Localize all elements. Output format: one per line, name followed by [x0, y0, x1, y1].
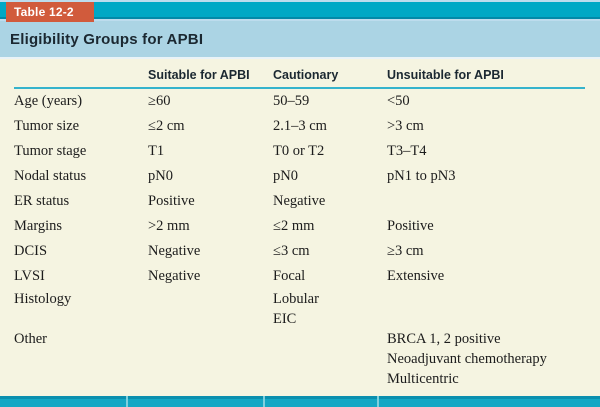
- cautionary-cell: pN0: [273, 168, 298, 184]
- cell-line: Multicentric: [387, 371, 459, 387]
- cell-line: Histology: [14, 291, 72, 307]
- table-row: DCIS Negative ≤3 cm ≥3 cm: [14, 239, 585, 264]
- table-row: Age (years) ≥60 50–59 <50: [14, 89, 585, 114]
- header-row-label-cell: [14, 63, 148, 87]
- table-row: Nodal status pN0 pN0 pN1 to pN3: [14, 164, 585, 189]
- row-label-cell: Tumor stage: [14, 143, 87, 159]
- suitable-cell: [148, 289, 273, 329]
- table-number-tab: Table 12-2: [6, 2, 94, 22]
- header-cautionary: Cautionary: [273, 68, 339, 82]
- table-row: Histology Lobular EIC: [14, 289, 585, 329]
- cell-line: Lobular: [273, 291, 319, 307]
- row-label-cell: DCIS: [14, 243, 48, 259]
- suitable-cell: [148, 329, 273, 389]
- table-title: Eligibility Groups for APBI: [10, 30, 204, 48]
- unsuitable-cell: Extensive: [387, 268, 445, 284]
- suitable-cell: Negative: [148, 243, 201, 259]
- eligibility-table: Suitable for APBI Cautionary Unsuitable …: [14, 63, 585, 389]
- header-unsuitable: Unsuitable for APBI: [387, 68, 504, 82]
- cautionary-cell: Lobular EIC: [273, 289, 387, 329]
- unsuitable-cell: [387, 189, 585, 214]
- unsuitable-cell: Positive: [387, 218, 434, 234]
- row-label-cell: Tumor size: [14, 118, 80, 134]
- bottom-bar-divider: [263, 396, 265, 407]
- suitable-cell: Positive: [148, 193, 195, 209]
- unsuitable-cell: ≥3 cm: [387, 243, 424, 259]
- header-suitable: Suitable for APBI: [148, 68, 250, 82]
- title-band: Eligibility Groups for APBI: [0, 21, 600, 59]
- bottom-accent-bar: [0, 396, 600, 407]
- row-label-cell: Other: [14, 329, 148, 389]
- table-body: Age (years) ≥60 50–59 <50 Tumor size ≤2 cm 2.1…: [14, 89, 585, 389]
- cautionary-cell: 2.1–3 cm: [273, 118, 327, 134]
- suitable-cell: Negative: [148, 268, 201, 284]
- row-label-cell: Nodal status: [14, 168, 87, 184]
- cautionary-cell: Negative: [273, 193, 326, 209]
- cautionary-cell: ≤2 mm: [273, 218, 315, 234]
- figure-top-strip: Table 12-2: [0, 0, 600, 22]
- unsuitable-cell: >3 cm: [387, 118, 424, 134]
- table-row: Margins >2 mm ≤2 mm Positive: [14, 214, 585, 239]
- table-row: Other BRCA 1, 2 positive Neoadjuvant chemo…: [14, 329, 585, 389]
- unsuitable-cell: pN1 to pN3: [387, 168, 456, 184]
- table-row: Tumor size ≤2 cm 2.1–3 cm >3 cm: [14, 114, 585, 139]
- suitable-cell: pN0: [148, 168, 173, 184]
- bottom-bar-divider: [377, 396, 379, 407]
- cell-line: Neoadjuvant chemotherapy: [387, 351, 547, 367]
- unsuitable-cell: [387, 289, 585, 329]
- cell-line: BRCA 1, 2 positive: [387, 331, 501, 347]
- row-label-cell: Age (years): [14, 93, 83, 109]
- bottom-bar-divider: [126, 396, 128, 407]
- cautionary-cell: 50–59: [273, 93, 310, 109]
- row-label-cell: Margins: [14, 218, 63, 234]
- cautionary-cell: T0 or T2: [273, 143, 325, 159]
- row-label-cell: LVSI: [14, 268, 45, 284]
- unsuitable-cell: <50: [387, 93, 410, 109]
- table-row: Tumor stage T1 T0 or T2 T3–T4: [14, 139, 585, 164]
- unsuitable-cell: BRCA 1, 2 positive Neoadjuvant chemothera…: [387, 329, 585, 389]
- teal-accent-bar: [0, 2, 600, 19]
- table-header-row: Suitable for APBI Cautionary Unsuitable …: [14, 63, 585, 89]
- cell-line: EIC: [273, 311, 297, 327]
- cell-line: Other: [14, 331, 48, 347]
- suitable-cell: ≥60: [148, 93, 171, 109]
- row-label-cell: ER status: [14, 193, 70, 209]
- table-row: ER status Positive Negative: [14, 189, 585, 214]
- cautionary-cell: ≤3 cm: [273, 243, 310, 259]
- suitable-cell: ≤2 cm: [148, 118, 185, 134]
- table-row: LVSI Negative Focal Extensive: [14, 264, 585, 289]
- unsuitable-cell: T3–T4: [387, 143, 427, 159]
- row-label-cell: Histology: [14, 289, 148, 329]
- cautionary-cell: [273, 329, 387, 389]
- suitable-cell: T1: [148, 143, 165, 159]
- suitable-cell: >2 mm: [148, 218, 190, 234]
- cautionary-cell: Focal: [273, 268, 306, 284]
